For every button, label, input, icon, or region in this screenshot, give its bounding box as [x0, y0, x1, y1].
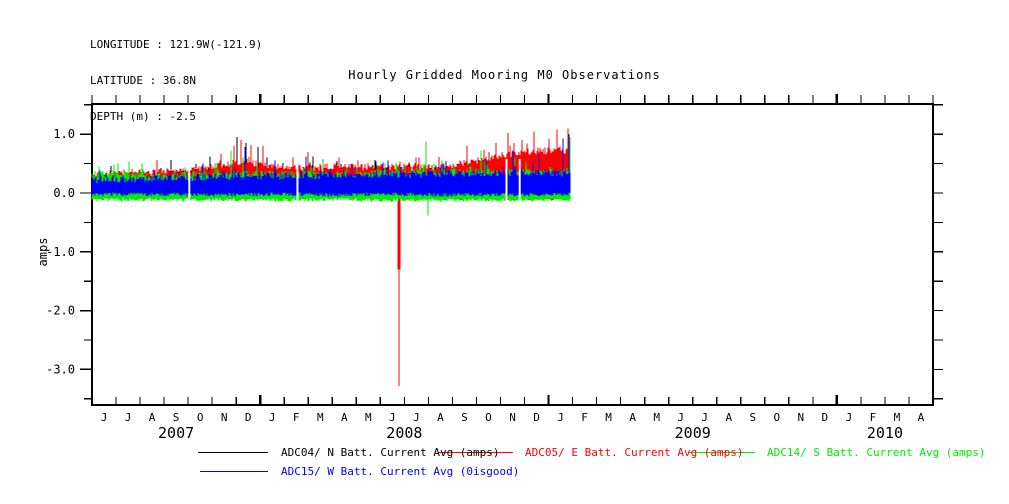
- legend-line-adc14: [688, 452, 755, 453]
- legend-label-adc15: ADC15/ W Batt. Current Avg (0isgood): [281, 465, 520, 478]
- svg-text:M: M: [317, 411, 324, 424]
- svg-text:F: F: [293, 411, 300, 424]
- svg-text:D: D: [245, 411, 252, 424]
- plot-frame: [91, 103, 934, 406]
- svg-text:A: A: [149, 411, 156, 424]
- svg-text:J: J: [269, 411, 276, 424]
- svg-text:1.0: 1.0: [53, 127, 75, 141]
- svg-text:M: M: [365, 411, 372, 424]
- svg-text:O: O: [774, 411, 781, 424]
- svg-text:2008: 2008: [386, 424, 422, 442]
- svg-text:-1.0: -1.0: [46, 245, 75, 259]
- svg-text:M: M: [653, 411, 660, 424]
- svg-text:A: A: [918, 411, 925, 424]
- chart-title: Hourly Gridded Mooring M0 Observations: [348, 68, 661, 82]
- svg-text:F: F: [870, 411, 877, 424]
- svg-text:M: M: [894, 411, 901, 424]
- svg-text:J: J: [101, 411, 108, 424]
- legend-label-adc05: ADC05/ E Batt. Current Avg (amps): [525, 446, 744, 459]
- svg-text:J: J: [557, 411, 564, 424]
- svg-text:0.0: 0.0: [53, 186, 75, 200]
- svg-text:F: F: [581, 411, 588, 424]
- svg-text:M: M: [605, 411, 612, 424]
- svg-text:O: O: [197, 411, 204, 424]
- latitude-label: LATITUDE : 36.8N: [90, 74, 196, 87]
- legend-line-adc05: [438, 452, 513, 453]
- svg-text:S: S: [749, 411, 756, 424]
- legend-label-adc04: ADC04/ N Batt. Current Avg (amps): [281, 446, 500, 459]
- station-metadata: LONGITUDE : 121.9W(-121.9) LATITUDE : 36…: [90, 15, 262, 147]
- svg-text:A: A: [629, 411, 636, 424]
- svg-text:S: S: [461, 411, 468, 424]
- svg-text:S: S: [173, 411, 180, 424]
- legend-line-adc04: [198, 452, 268, 453]
- depth-label: DEPTH (m) : -2.5: [90, 110, 196, 123]
- legend-label-adc14: ADC14/ S Batt. Current Avg (amps): [767, 446, 986, 459]
- svg-text:J: J: [389, 411, 396, 424]
- longitude-label: LONGITUDE : 121.9W(-121.9): [90, 38, 263, 51]
- svg-text:-3.0: -3.0: [46, 362, 75, 376]
- svg-text:N: N: [221, 411, 228, 424]
- svg-text:D: D: [822, 411, 829, 424]
- svg-text:A: A: [341, 411, 348, 424]
- svg-text:J: J: [846, 411, 853, 424]
- svg-text:N: N: [509, 411, 516, 424]
- svg-text:J: J: [125, 411, 132, 424]
- series-adc15: [91, 160, 571, 197]
- svg-text:J: J: [677, 411, 684, 424]
- svg-text:O: O: [485, 411, 492, 424]
- svg-text:J: J: [701, 411, 708, 424]
- svg-text:2010: 2010: [867, 424, 903, 442]
- svg-text:D: D: [533, 411, 540, 424]
- legend-line-adc15: [200, 471, 268, 472]
- svg-text:J: J: [413, 411, 420, 424]
- svg-text:-2.0: -2.0: [46, 304, 75, 318]
- svg-text:2009: 2009: [675, 424, 711, 442]
- svg-text:A: A: [725, 411, 732, 424]
- svg-text:A: A: [437, 411, 444, 424]
- svg-text:N: N: [798, 411, 805, 424]
- svg-text:2007: 2007: [158, 424, 194, 442]
